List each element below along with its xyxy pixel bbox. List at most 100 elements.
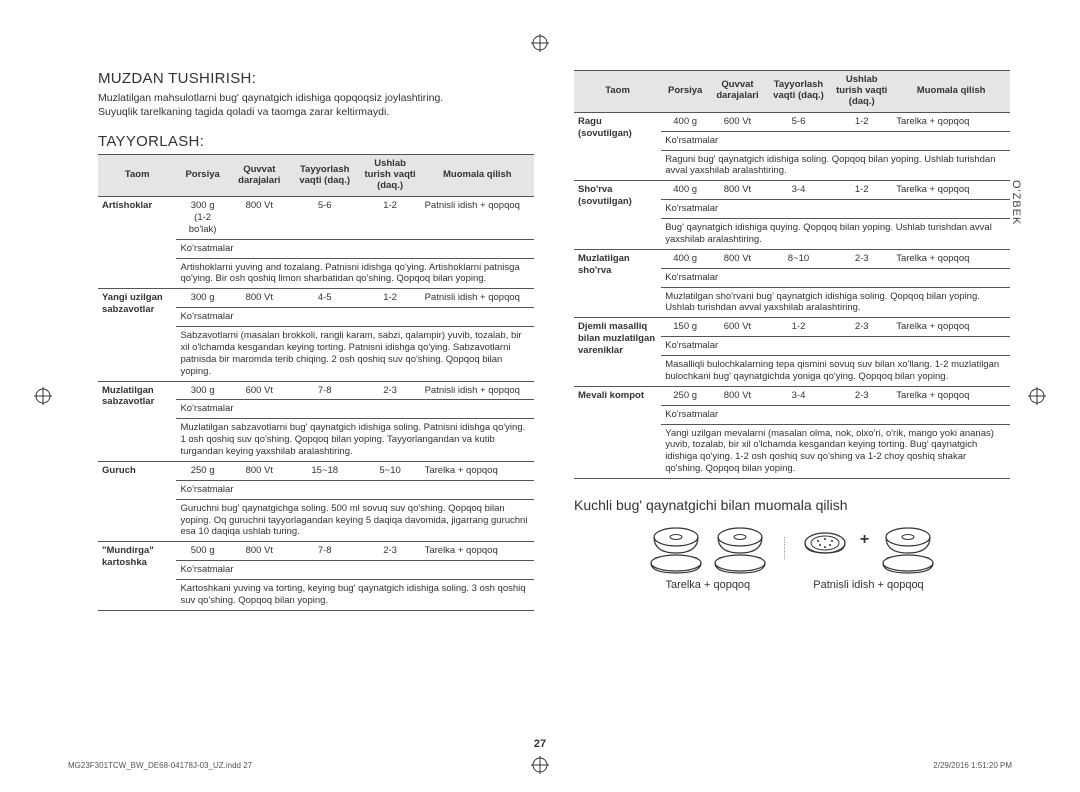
row-cell: 800 Vt <box>229 542 290 561</box>
caption-2: Patnisli idish + qopqoq <box>813 579 923 591</box>
th-food: Taom <box>98 155 176 197</box>
th-serve: Muomala qilish <box>421 155 534 197</box>
row-cell: 600 Vt <box>709 112 766 131</box>
th-portion: Porsiya <box>661 71 709 113</box>
row-notes: Muzlatilgan sho'rvani bug' qaynatgich id… <box>661 287 1010 318</box>
steamer-icon <box>647 523 705 575</box>
crop-mark-icon <box>1028 387 1046 405</box>
row-food-label: Guruch <box>98 461 176 541</box>
row-food-label: Ragu (sovutilgan) <box>574 112 661 181</box>
row-cell: Tarelka + qopqoq <box>421 461 534 480</box>
row-cell: Tarelka + qopqoq <box>892 112 1010 131</box>
heading-prep: TAYYORLASH: <box>98 133 534 150</box>
row-cell: 300 g <box>176 289 228 308</box>
row-cell: 4-5 <box>290 289 360 308</box>
row-cell: 500 g <box>176 542 228 561</box>
th-cook: Tayyorlash vaqti (daq.) <box>766 71 831 113</box>
row-notes-head: Ko'rsatmalar <box>176 308 534 327</box>
defrost-desc: Muzlatilgan mahsulotlarni bug' qaynatgic… <box>98 91 534 119</box>
th-power: Quvvat darajalari <box>229 155 290 197</box>
row-cell: 600 Vt <box>709 318 766 337</box>
left-table: Taom Porsiya Quvvat darajalari Tayyorlas… <box>98 154 534 611</box>
row-notes-head: Ko'rsatmalar <box>661 200 1010 219</box>
crop-mark-icon <box>34 387 52 405</box>
right-table: Taom Porsiya Quvvat darajalari Tayyorlas… <box>574 70 1010 479</box>
row-cell: 1-2 <box>766 318 831 337</box>
row-cell: 3-4 <box>766 386 831 405</box>
th-portion: Porsiya <box>176 155 228 197</box>
heading-defrost: MUZDAN TUSHIRISH: <box>98 70 534 87</box>
illustration-row: Tarelka + qopqoq ·········· + <box>574 523 1010 591</box>
row-notes-head: Ko'rsatmalar <box>176 400 534 419</box>
crop-mark-icon <box>531 34 549 52</box>
row-cell: 400 g <box>661 181 709 200</box>
row-cell: 300 g(1-2 bo'lak) <box>176 197 228 240</box>
th-serve: Muomala qilish <box>892 71 1010 113</box>
row-food-label: Yangi uzilgan sabzavotlar <box>98 289 176 381</box>
row-cell: 800 Vt <box>709 249 766 268</box>
illus-group-2: + Patnisli idish + qopqoq <box>800 523 937 591</box>
th-power: Quvvat darajalari <box>709 71 766 113</box>
row-cell: 800 Vt <box>229 461 290 480</box>
row-notes-head: Ko'rsatmalar <box>176 239 534 258</box>
row-cell: Patnisli idish + qopqoq <box>421 197 534 240</box>
row-cell: Tarelka + qopqoq <box>892 386 1010 405</box>
row-cell: 150 g <box>661 318 709 337</box>
row-notes: Artishoklarni yuving and tozalang. Patni… <box>176 258 534 289</box>
row-notes: Bug' qaynatgich idishiga quying. Qopqoq … <box>661 219 1010 250</box>
right-column: Taom Porsiya Quvvat darajalari Tayyorlas… <box>574 70 1010 611</box>
row-notes: Sabzavotlarni (masalan brokkoli, rangli … <box>176 327 534 382</box>
row-cell: 5~10 <box>360 461 421 480</box>
row-cell: 600 Vt <box>229 381 290 400</box>
row-cell: 2-3 <box>831 386 892 405</box>
caption-1: Tarelka + qopqoq <box>665 579 750 591</box>
row-food-label: Artishoklar <box>98 197 176 289</box>
th-food: Taom <box>574 71 661 113</box>
row-notes: Guruchni bug' qaynatgichga soling. 500 m… <box>176 499 534 542</box>
crop-mark-icon <box>531 756 549 774</box>
row-cell: 250 g <box>176 461 228 480</box>
row-cell: 1-2 <box>831 181 892 200</box>
th-cook: Tayyorlash vaqti (daq.) <box>290 155 360 197</box>
row-cell: 1-2 <box>831 112 892 131</box>
row-cell: 400 g <box>661 112 709 131</box>
row-food-label: "Mundirga" kartoshka <box>98 542 176 611</box>
row-cell: Patnisli idish + qopqoq <box>421 381 534 400</box>
row-notes-head: Ko'rsatmalar <box>176 561 534 580</box>
row-cell: 7-8 <box>290 542 360 561</box>
illus-group-1: Tarelka + qopqoq <box>647 523 769 591</box>
row-food-label: Muzlatilgan sho'rva <box>574 249 661 318</box>
row-cell: 3-4 <box>766 181 831 200</box>
row-notes: Raguni bug' qaynatgich idishiga soling. … <box>661 150 1010 181</box>
row-notes-head: Ko'rsatmalar <box>176 480 534 499</box>
row-cell: 1-2 <box>360 197 421 240</box>
row-cell: 2-3 <box>831 318 892 337</box>
page: MUZDAN TUSHIRISH: Muzlatilgan mahsulotla… <box>0 0 1080 611</box>
row-cell: 250 g <box>661 386 709 405</box>
row-cell: 8~10 <box>766 249 831 268</box>
row-cell: 2-3 <box>360 542 421 561</box>
steamer-icon <box>879 523 937 575</box>
row-cell: 5-6 <box>766 112 831 131</box>
row-notes: Kartoshkani yuving va torting, keying bu… <box>176 580 534 611</box>
row-cell: 7-8 <box>290 381 360 400</box>
th-hold: Ushlab turish vaqti (daq.) <box>360 155 421 197</box>
row-food-label: Muzlatilgan sabzavotlar <box>98 381 176 461</box>
row-cell: Tarelka + qopqoq <box>892 181 1010 200</box>
plus-icon: + <box>856 531 873 567</box>
row-notes-head: Ko'rsatmalar <box>661 337 1010 356</box>
row-notes-head: Ko'rsatmalar <box>661 268 1010 287</box>
row-cell: 15~18 <box>290 461 360 480</box>
row-notes: Yangi uzilgan mevalarni (masalan olma, n… <box>661 424 1010 479</box>
page-number: 27 <box>534 738 546 750</box>
row-cell: Tarelka + qopqoq <box>421 542 534 561</box>
row-cell: 300 g <box>176 381 228 400</box>
row-cell: 400 g <box>661 249 709 268</box>
row-cell: Tarelka + qopqoq <box>892 249 1010 268</box>
row-notes-head: Ko'rsatmalar <box>661 405 1010 424</box>
row-food-label: Mevali kompot <box>574 386 661 478</box>
row-cell: 1-2 <box>360 289 421 308</box>
footer-filename: MG23F301TCW_BW_DE68-04178J-03_UZ.indd 27 <box>68 761 252 770</box>
row-cell: Patnisli idish + qopqoq <box>421 289 534 308</box>
th-hold: Ushlab turish vaqti (daq.) <box>831 71 892 113</box>
